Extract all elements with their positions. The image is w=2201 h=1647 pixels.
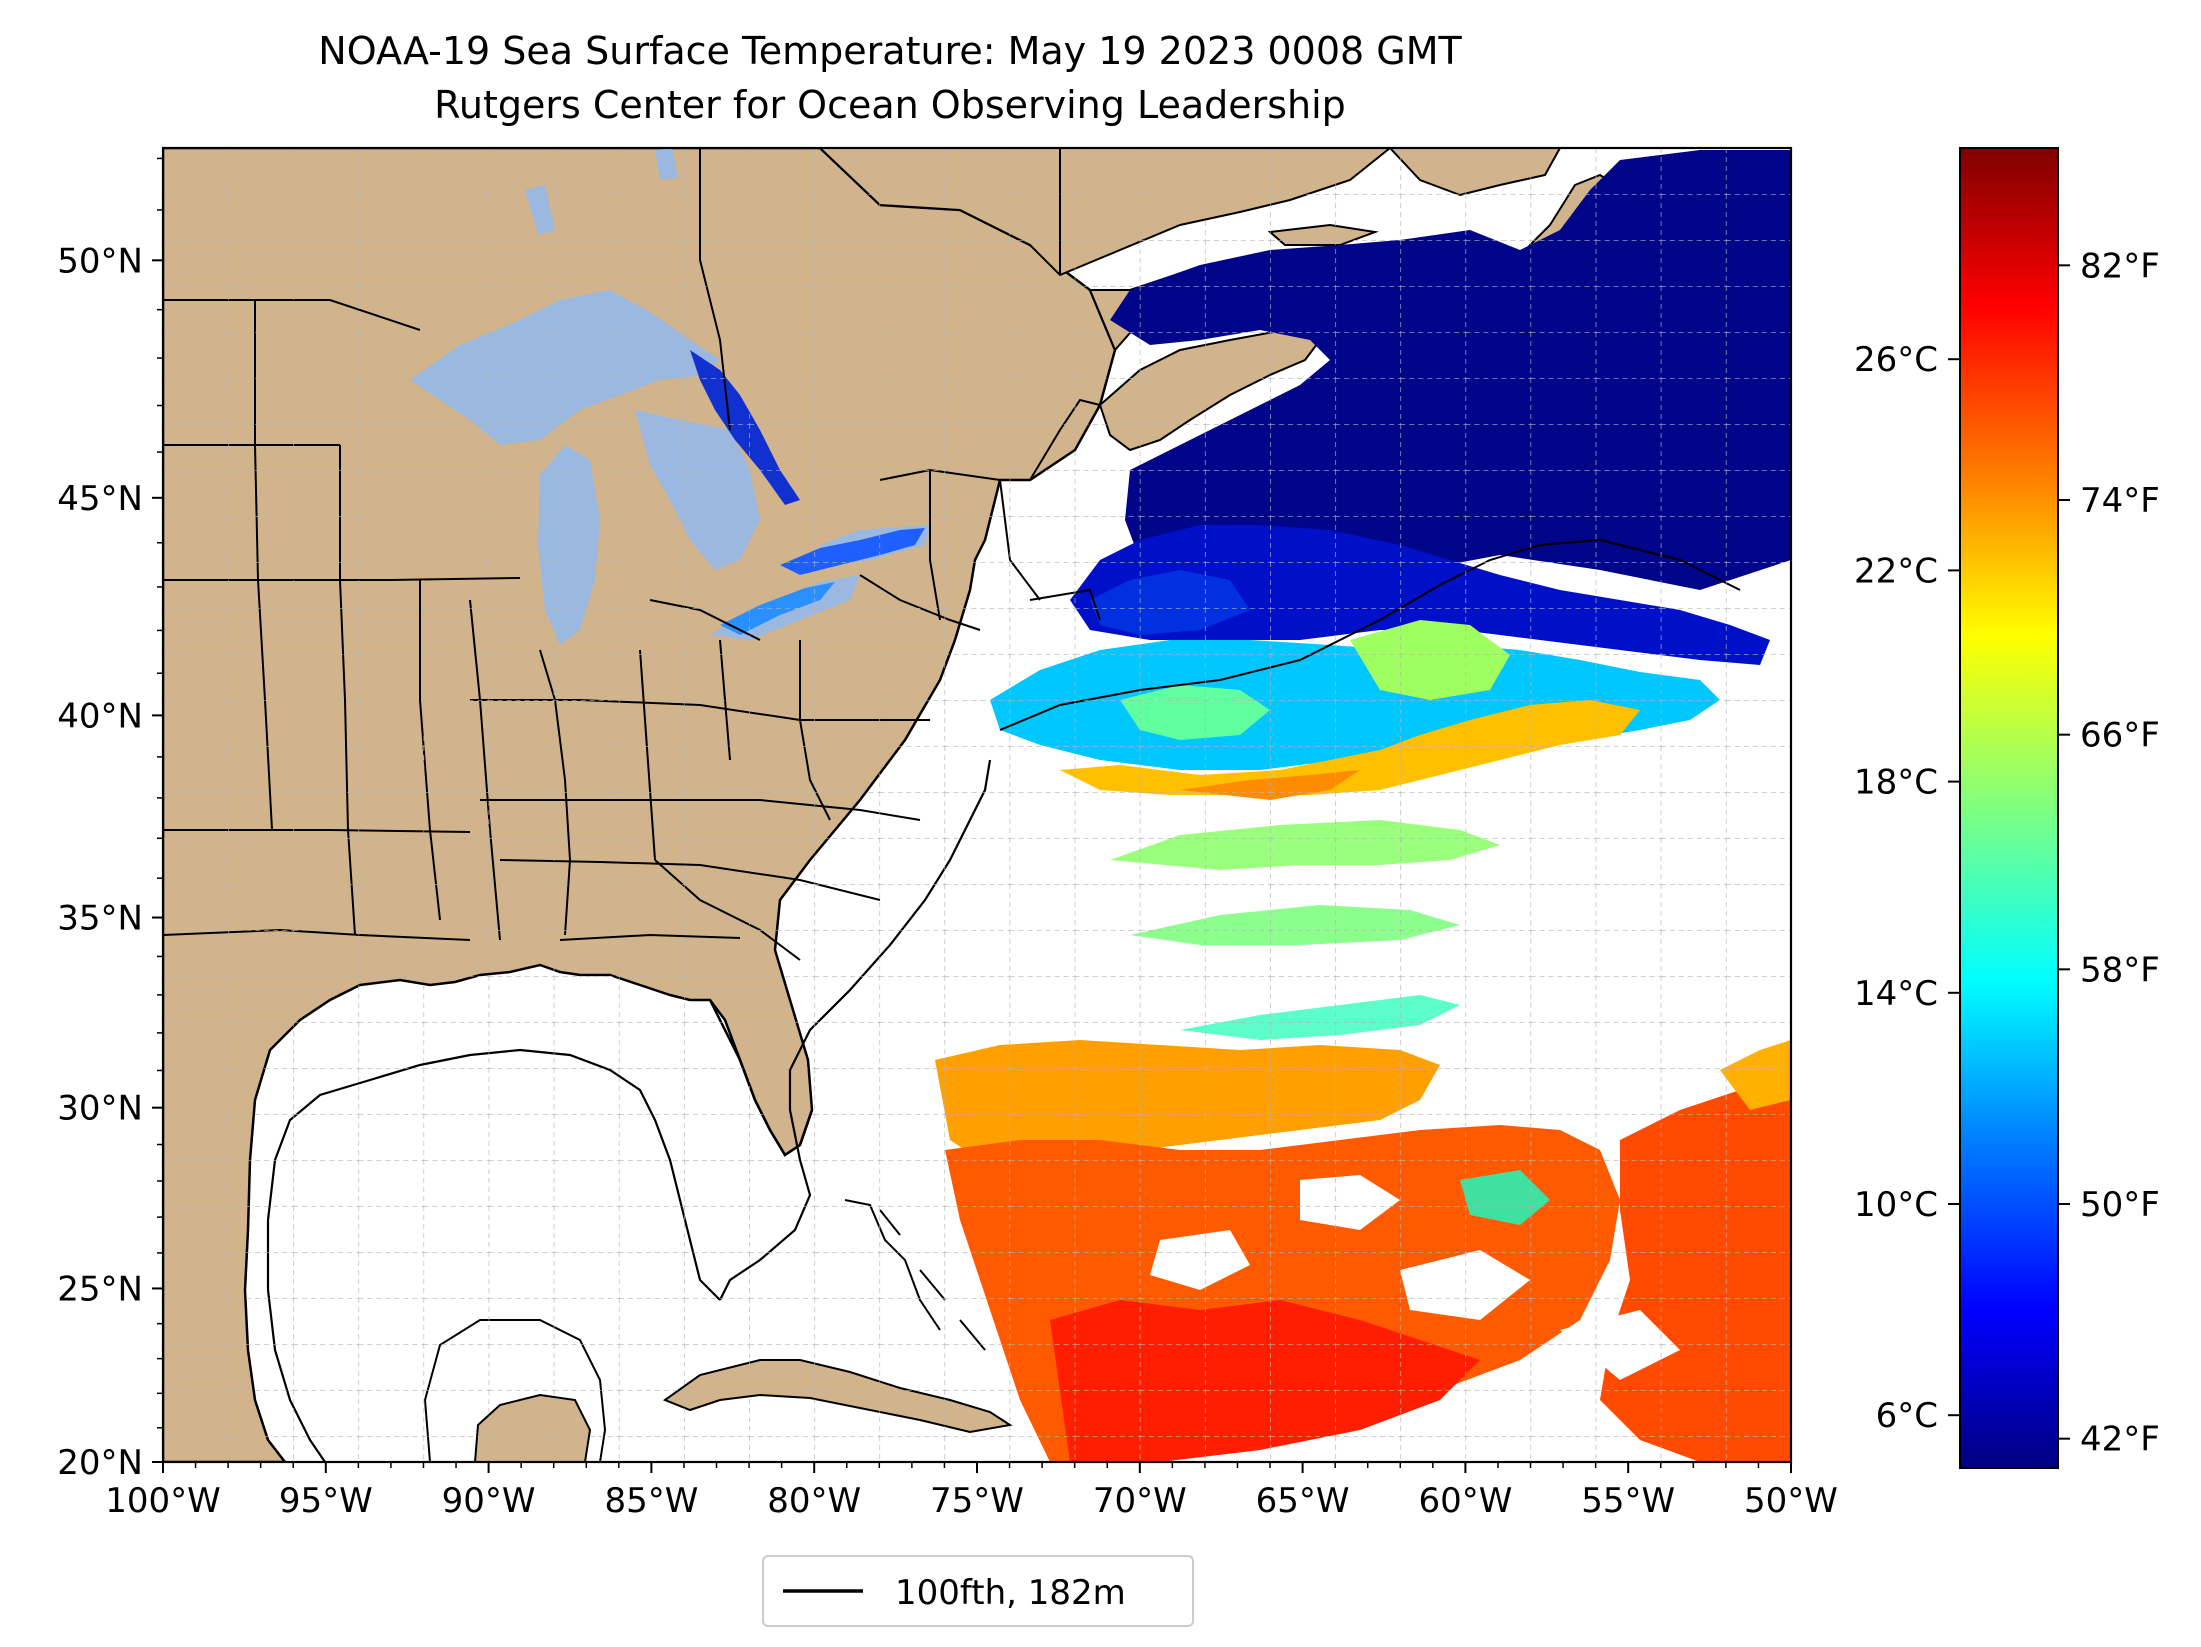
lat-tick-label: 30°N <box>57 1089 143 1129</box>
colorbar-gradient <box>1959 147 2059 1469</box>
fahrenheit-tick-label: 58°F <box>2080 950 2160 990</box>
lon-tick-label: 80°W <box>767 1481 861 1521</box>
celsius-tick-label: 18°C <box>1854 763 1938 803</box>
colorbar: 26°C 22°C 18°C 14°C 10°C 6°C 82°F 74°F 66°F 58°F… <box>1854 147 2160 1469</box>
map-subtitle: Rutgers Center for Ocean Observing Leade… <box>434 83 1346 127</box>
celsius-tick-label: 10°C <box>1854 1185 1938 1225</box>
map-title: NOAA-19 Sea Surface Temperature: May 19 … <box>318 29 1462 73</box>
longitude-axis: 100°W 95°W 90°W 85°W 80°W 75°W 70°W 65°W 60°W 55°… <box>105 1462 1838 1521</box>
fahrenheit-tick-label: 42°F <box>2080 1420 2160 1460</box>
lat-tick-label: 50°N <box>57 241 143 281</box>
lat-tick-label: 25°N <box>57 1269 143 1309</box>
lon-tick-label: 70°W <box>1093 1481 1187 1521</box>
fahrenheit-tick-label: 82°F <box>2080 246 2160 286</box>
lon-tick-label: 50°W <box>1744 1481 1838 1521</box>
latitude-axis: 50°N 45°N 40°N 35°N 30°N 25°N 20°N <box>57 157 163 1483</box>
legend-box <box>762 1555 1194 1627</box>
lon-tick-label: 100°W <box>105 1481 221 1521</box>
celsius-tick-label: 14°C <box>1854 974 1938 1014</box>
lon-tick-label: 55°W <box>1581 1481 1675 1521</box>
fahrenheit-tick-label: 50°F <box>2080 1185 2160 1225</box>
lat-tick-label: 45°N <box>57 479 143 519</box>
lon-tick-label: 90°W <box>442 1481 536 1521</box>
lon-tick-label: 95°W <box>279 1481 373 1521</box>
celsius-tick-label: 22°C <box>1854 551 1938 591</box>
lat-tick-label: 20°N <box>57 1443 143 1483</box>
fahrenheit-tick-label: 66°F <box>2080 716 2160 756</box>
isobath-legend: 100fth, 182m <box>762 1555 1194 1627</box>
lat-tick-label: 40°N <box>57 696 143 736</box>
fahrenheit-tick-label: 74°F <box>2080 481 2160 521</box>
graticule-grid <box>163 148 1791 1462</box>
lon-tick-label: 60°W <box>1418 1481 1512 1521</box>
celsius-tick-label: 26°C <box>1854 340 1938 380</box>
celsius-tick-label: 6°C <box>1876 1396 1938 1436</box>
map-panel <box>163 148 1791 1462</box>
lon-tick-label: 75°W <box>930 1481 1024 1521</box>
lat-tick-label: 35°N <box>57 899 143 939</box>
colorbar-celsius-ticks: 26°C 22°C 18°C 14°C 10°C 6°C <box>1854 340 1960 1436</box>
legend-label: 100fth, 182m <box>895 1573 1126 1613</box>
colorbar-fahrenheit-ticks: 82°F 74°F 66°F 58°F 50°F 42°F <box>2058 246 2160 1460</box>
lon-tick-label: 65°W <box>1256 1481 1350 1521</box>
lon-tick-label: 85°W <box>604 1481 698 1521</box>
